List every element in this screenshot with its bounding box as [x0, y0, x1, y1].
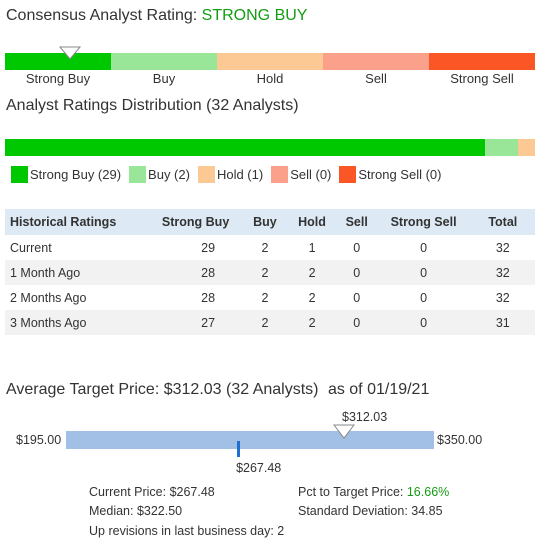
table-cell: 0: [376, 310, 471, 335]
target-as-of: as of 01/19/21: [327, 381, 430, 398]
target-high-label: $350.00: [437, 433, 483, 447]
table-cell: 27: [148, 310, 243, 335]
distribution-segment-0: [5, 139, 486, 156]
legend-label: Sell (0): [290, 166, 332, 182]
table-cell: 28: [201, 290, 216, 305]
table-cell: 2: [242, 310, 288, 335]
table-cell: 2: [287, 260, 337, 285]
legend-swatch: [339, 165, 357, 183]
std-deviation-text: Standard Deviation: 34.85: [298, 504, 443, 518]
table-cell: 32: [495, 240, 510, 255]
target-avg-pointer-icon: [332, 424, 355, 439]
scale-segment-sell: [323, 53, 429, 70]
target-low-label: $195.00: [16, 433, 62, 447]
table-cell: 0: [353, 240, 361, 255]
table-header-cell: Sell: [336, 209, 377, 235]
legend-item: Hold (1): [197, 164, 264, 184]
table-cell: 0: [420, 240, 428, 255]
table-cell: 0: [420, 290, 428, 305]
consensus-rating: STRONG BUY: [201, 7, 308, 24]
table-cell: 32: [495, 290, 510, 305]
legend-swatch: [11, 165, 28, 183]
target-range-bar: [66, 431, 434, 449]
pct-to-target-label: Pct to Target Price:: [298, 485, 404, 499]
target-heading: Average Target Price: $312.03 (32 Analys…: [6, 381, 429, 399]
table-cell: Current: [10, 240, 52, 255]
table-cell: 2: [261, 240, 269, 255]
distribution-title: Analyst Ratings Distribution (32 Analyst…: [6, 97, 299, 114]
legend-label: Strong Sell (0): [358, 166, 442, 182]
table-cell: 0: [353, 290, 361, 305]
table-cell: 29: [201, 240, 216, 255]
table-cell: 2: [287, 310, 337, 335]
table-row: 1 Month Ago 28 2 2 0 0 32: [5, 260, 535, 285]
table-header-cell: Buy: [242, 209, 288, 235]
table-header-cell: Strong Buy: [148, 209, 243, 235]
distribution-bar: [5, 139, 535, 156]
table-cell: 2: [308, 290, 316, 305]
scale-label-hold: Hold: [256, 71, 284, 86]
table-cell: 3 Months Ago: [5, 310, 149, 335]
table-cell: 32: [470, 260, 535, 285]
table-row: Current 29 2 1 0 0 32: [5, 235, 535, 260]
scale-label-strong-buy: Strong Buy: [25, 71, 91, 86]
table-cell: 2: [242, 260, 288, 285]
current-price-marker-label: $267.48: [236, 461, 282, 475]
target-avg-label: $312.03: [342, 410, 388, 424]
table-cell: 1: [308, 240, 316, 255]
legend-item: Strong Sell (0): [339, 164, 441, 184]
pct-to-target-value: 16.66%: [406, 485, 450, 499]
current-price-text: Current Price: $267.48: [89, 485, 215, 499]
up-revisions-text: Up revisions in last business day: 2: [89, 524, 285, 538]
current-price-marker: [236, 441, 240, 457]
consensus-title: Consensus Analyst Rating:: [6, 7, 198, 24]
table-cell: 2 Months Ago: [10, 290, 87, 305]
historical-ratings-table: Historical Ratings Strong Buy Buy Hold Sell S…: [5, 209, 535, 335]
legend-swatch: [271, 165, 289, 183]
distribution-segment-2: [518, 139, 535, 156]
legend-swatch: [129, 165, 147, 183]
table-header-cell: Strong Sell: [376, 209, 471, 235]
target-title: Average Target Price: $312.03 (32 Analys…: [6, 381, 319, 398]
table-cell: 2: [261, 290, 269, 305]
median-text: Median: $322.50: [89, 504, 183, 518]
table-cell: 28: [148, 260, 243, 285]
legend-label: Hold (1): [216, 166, 264, 182]
table-cell: 1 Month Ago: [5, 260, 149, 285]
table-header-cell: Historical Ratings: [5, 209, 149, 235]
table-cell: 0: [376, 260, 471, 285]
table-header-cell: Hold: [287, 209, 337, 235]
legend-swatch: [197, 165, 215, 183]
legend-item: Buy (2): [129, 164, 190, 184]
pct-to-target-text: Pct to Target Price: 16.66%: [298, 485, 449, 499]
consensus-pointer-icon: [59, 46, 81, 60]
table-header-row: Historical Ratings Strong Buy Buy Hold Sell S…: [5, 209, 535, 235]
scale-label-sell: Sell: [365, 71, 387, 86]
table-cell: 31: [470, 310, 535, 335]
table-cell: 0: [336, 260, 377, 285]
legend-label: Strong Buy (29): [30, 166, 122, 182]
scale-segment-strong-sell: [429, 53, 535, 70]
scale-label-buy: Buy: [152, 71, 176, 86]
scale-segment-buy: [111, 53, 217, 70]
legend-item: Strong Buy (29): [11, 164, 121, 184]
distribution-segment-1: [485, 139, 519, 156]
consensus-scale-labels: Strong Buy Buy Hold Sell Strong Sell: [0, 70, 550, 90]
legend-item: Sell (0): [271, 164, 331, 184]
scale-segment-strong-buy: [5, 53, 111, 70]
scale-segment-hold: [217, 53, 323, 70]
consensus-scale-bar: [5, 53, 535, 70]
table-row: 3 Months Ago 27 2 2 0 0 31: [5, 310, 535, 335]
table-row: 2 Months Ago 28 2 2 0 0 32: [5, 285, 535, 310]
table-header-cell: Total: [470, 209, 535, 235]
consensus-heading: Consensus Analyst Rating: STRONG BUY: [6, 7, 307, 25]
scale-label-strong-sell: Strong Sell: [450, 71, 514, 86]
legend-label: Buy (2): [148, 166, 190, 182]
table-cell: 0: [336, 310, 377, 335]
distribution-legend: Strong Buy (29) Buy (2) Hold (1) Sell (0) St…: [11, 164, 449, 184]
